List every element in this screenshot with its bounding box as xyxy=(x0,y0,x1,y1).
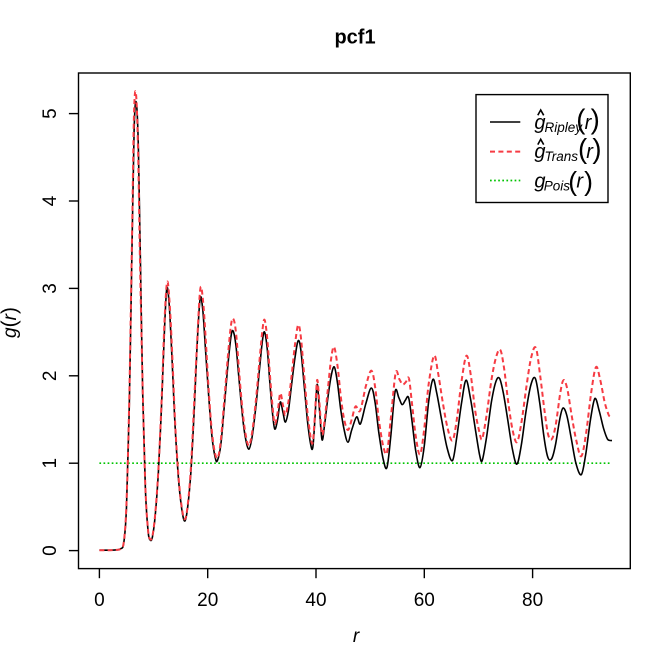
svg-text:): ) xyxy=(592,133,601,164)
svg-text:g: g xyxy=(534,112,545,134)
svg-text:): ) xyxy=(584,166,593,196)
svg-text:5: 5 xyxy=(40,108,61,119)
svg-text:0: 0 xyxy=(94,590,105,611)
svg-text:r: r xyxy=(576,170,584,192)
svg-text:g: g xyxy=(534,170,545,192)
svg-text:r: r xyxy=(586,141,594,163)
svg-text:g: g xyxy=(534,141,545,163)
svg-text:): ) xyxy=(591,104,600,135)
svg-text:3: 3 xyxy=(40,283,61,294)
svg-text:Pois: Pois xyxy=(544,178,571,193)
svg-text:r: r xyxy=(353,626,360,647)
svg-text:2: 2 xyxy=(40,371,61,382)
svg-text:(: ( xyxy=(576,104,585,135)
svg-text:40: 40 xyxy=(305,590,326,611)
svg-text:(: ( xyxy=(568,166,577,196)
svg-text:60: 60 xyxy=(414,590,435,611)
svg-text:0: 0 xyxy=(40,545,61,556)
svg-text:4: 4 xyxy=(40,195,61,206)
svg-text:20: 20 xyxy=(197,590,218,611)
svg-text:Ripley: Ripley xyxy=(545,120,584,135)
svg-text:1: 1 xyxy=(40,458,61,469)
svg-text:Trans: Trans xyxy=(545,149,579,164)
svg-text:r: r xyxy=(585,112,593,134)
svg-text:(: ( xyxy=(578,133,587,164)
svg-text:80: 80 xyxy=(522,590,543,611)
svg-text:g(r): g(r) xyxy=(0,307,21,338)
svg-text:pcf1: pcf1 xyxy=(334,27,375,49)
